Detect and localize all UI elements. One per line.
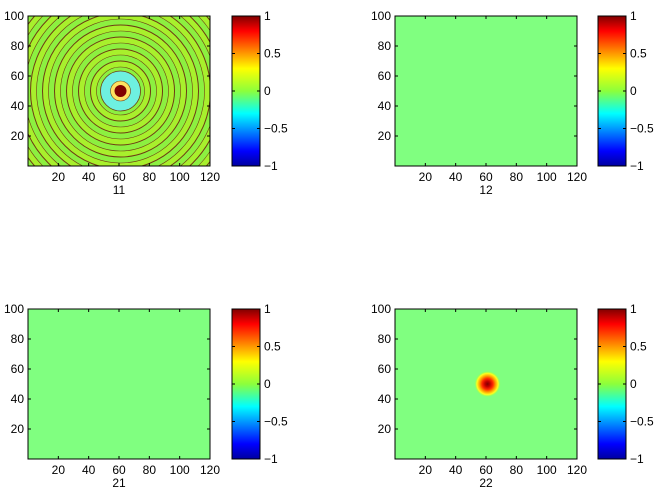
y-tick-label: 20 — [378, 129, 392, 143]
colorbar-tick-label: −0.5 — [264, 415, 288, 429]
peak-spot — [474, 371, 501, 397]
y-tick-label: 20 — [11, 422, 25, 436]
colorbar-tick-label: 0.5 — [630, 47, 647, 61]
colorbar-tick-label: −1 — [264, 452, 278, 466]
subplot-12: 20 40 60 80 100 120 20 40 60 80 100 12 1 0.5 0 −0.5 −1 — [371, 9, 654, 197]
y-tick-label: 60 — [11, 69, 25, 83]
heatmap-field — [28, 309, 210, 459]
colorbar-tick-label: −1 — [630, 159, 644, 173]
x-tick-label: 120 — [567, 463, 587, 477]
x-tick-label: 80 — [143, 170, 157, 184]
colorbar-tick-label: −1 — [630, 452, 644, 466]
peak-core — [117, 88, 124, 94]
colorbar — [231, 308, 261, 460]
subplot-21: 20 40 60 80 100 120 20 40 60 80 100 21 1 0.5 0 −0.5 −1 — [4, 302, 288, 490]
x-tick-label: 100 — [170, 463, 190, 477]
y-tick-label: 60 — [378, 362, 392, 376]
y-tick-label: 80 — [11, 332, 25, 346]
y-tick-label: 80 — [378, 39, 392, 53]
x-tick-label: 20 — [419, 463, 433, 477]
y-tick-label: 60 — [378, 69, 392, 83]
y-tick-label: 20 — [378, 422, 392, 436]
y-tick-label: 80 — [378, 332, 392, 346]
y-tick-label: 100 — [371, 302, 391, 316]
x-tick-label: 100 — [170, 170, 190, 184]
x-tick-label: 80 — [510, 463, 524, 477]
y-tick-label: 100 — [4, 9, 24, 23]
colorbar-tick-label: 0.5 — [630, 340, 647, 354]
x-tick-label: 100 — [537, 463, 557, 477]
x-tick-label: 80 — [510, 170, 524, 184]
x-axis-label: 22 — [479, 476, 493, 490]
y-tick-label: 80 — [11, 39, 25, 53]
y-tick-label: 100 — [371, 9, 391, 23]
colorbar-tick-label: 0.5 — [264, 340, 281, 354]
x-tick-label: 80 — [143, 463, 157, 477]
x-tick-label: 40 — [82, 170, 96, 184]
colorbar-tick-label: −0.5 — [630, 122, 654, 136]
subplot-22: 20 40 60 80 100 120 20 40 60 80 100 22 1 0.5 0 −0.5 −1 — [371, 302, 654, 490]
colorbar-tick-label: 1 — [264, 9, 271, 23]
y-tick-label: 40 — [378, 99, 392, 113]
x-tick-label: 60 — [112, 463, 126, 477]
colorbar-tick-label: 0 — [264, 377, 271, 391]
colorbar-tick-label: 1 — [630, 302, 637, 316]
y-tick-label: 60 — [11, 362, 25, 376]
colorbar — [597, 15, 627, 167]
x-tick-label: 40 — [449, 170, 463, 184]
x-tick-label: 20 — [52, 463, 66, 477]
x-tick-label: 120 — [200, 463, 220, 477]
colorbar-tick-label: −1 — [264, 159, 278, 173]
colorbar — [597, 308, 627, 460]
x-tick-label: 20 — [419, 170, 433, 184]
x-axis-label: 21 — [112, 476, 126, 490]
x-tick-label: 40 — [82, 463, 96, 477]
colorbar-tick-label: 0 — [630, 84, 637, 98]
x-tick-label: 120 — [200, 170, 220, 184]
y-tick-label: 40 — [11, 392, 25, 406]
colorbar-tick-label: 1 — [264, 302, 271, 316]
colorbar-tick-label: −0.5 — [264, 122, 288, 136]
x-axis-label: 11 — [113, 183, 126, 197]
x-axis-label: 12 — [479, 183, 493, 197]
y-tick-label: 40 — [11, 99, 25, 113]
x-tick-label: 20 — [52, 170, 66, 184]
colorbar-tick-label: −0.5 — [630, 415, 654, 429]
x-tick-label: 60 — [479, 463, 493, 477]
heatmap-field — [395, 16, 577, 166]
y-tick-label: 40 — [378, 392, 392, 406]
x-tick-label: 60 — [112, 170, 126, 184]
colorbar-tick-label: 1 — [630, 9, 637, 23]
colorbar-tick-label: 0 — [630, 377, 637, 391]
x-tick-label: 60 — [479, 170, 493, 184]
colorbar-tick-label: 0.5 — [264, 47, 281, 61]
y-tick-label: 20 — [11, 129, 25, 143]
colorbar-tick-label: 0 — [264, 84, 271, 98]
x-tick-label: 120 — [567, 170, 587, 184]
y-tick-label: 100 — [4, 302, 24, 316]
x-tick-label: 100 — [537, 170, 557, 184]
colorbar — [231, 15, 261, 167]
x-tick-label: 40 — [449, 463, 463, 477]
